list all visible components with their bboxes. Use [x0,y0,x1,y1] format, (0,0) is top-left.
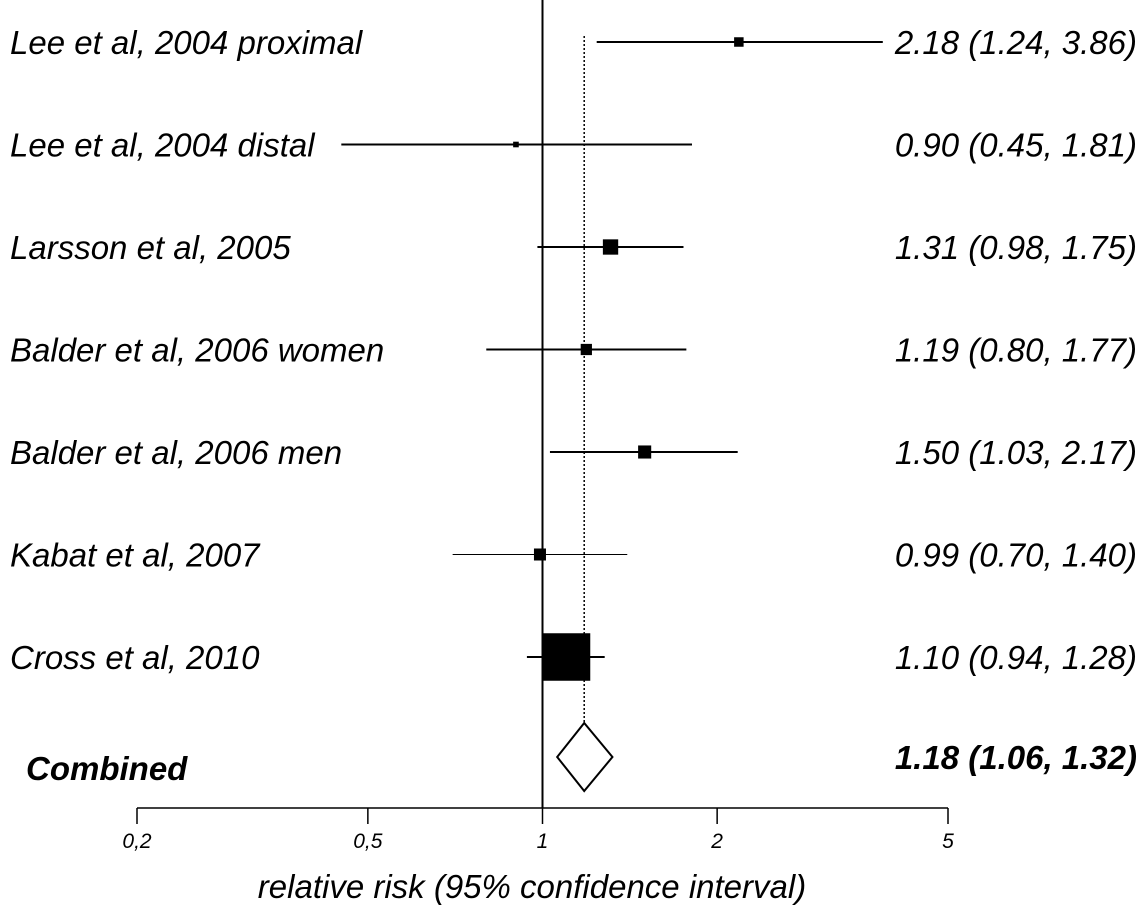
point-estimate-marker [638,445,652,459]
study-row: Cross et al, 2010 1.10 (0.94, 1.28) [10,633,1137,681]
study-row: Lee et al, 2004 proximal 2.18 (1.24, 3.86… [10,24,1137,61]
study-row: Larsson et al, 2005 1.31 (0.98, 1.75) [10,229,1137,266]
combined-label: Combined [26,750,188,787]
ci-value-label: 0.90 (0.45, 1.81) [895,127,1137,164]
reference-lines [541,0,585,808]
study-label: Lee et al, 2004 proximal [10,24,364,61]
study-row: Balder et al, 2006 women 1.19 (0.80, 1.77… [10,332,1137,369]
x-tick-label: 2 [710,830,723,853]
combined-ci-value-label: 1.18 (1.06, 1.32) [895,739,1137,776]
ci-value-label: 1.31 (0.98, 1.75) [895,229,1137,266]
ci-value-label: 1.10 (0.94, 1.28) [895,639,1137,676]
study-label: Kabat et al, 2007 [10,537,261,574]
ci-value-label: 1.50 (1.03, 2.17) [895,434,1137,471]
study-label: Cross et al, 2010 [10,639,260,676]
point-estimate-marker [580,343,592,356]
point-estimate-marker [734,37,744,47]
study-label: Balder et al, 2006 women [10,332,384,369]
study-rows: Lee et al, 2004 proximal 2.18 (1.24, 3.86… [10,24,1137,681]
x-axis: 0,2 0,5 1 2 5 relative risk (95% confidence i… [122,807,954,905]
x-axis-title: relative risk (95% confidence interval) [258,868,806,905]
study-row: Lee et al, 2004 distal 0.90 (0.45, 1.81) [10,127,1137,164]
x-tick-label: 5 [942,830,954,853]
point-estimate-marker [533,548,546,561]
study-row: Kabat et al, 2007 0.99 (0.70, 1.40) [10,537,1137,574]
combined-row: Combined 1.18 (1.06, 1.32) [26,721,1137,793]
combined-diamond [555,721,614,793]
study-label: Balder et al, 2006 men [10,434,342,471]
x-tick-label: 0,2 [122,830,152,853]
ci-value-label: 0.99 (0.70, 1.40) [895,537,1137,574]
point-estimate-marker [542,633,591,681]
ci-value-label: 2.18 (1.24, 3.86) [894,24,1137,61]
point-estimate-marker [602,239,619,255]
x-tick-label: 1 [537,830,549,853]
study-row: Balder et al, 2006 men 1.50 (1.03, 2.17) [10,434,1137,471]
ci-value-label: 1.19 (0.80, 1.77) [895,332,1137,369]
study-label: Larsson et al, 2005 [10,229,291,266]
study-label: Lee et al, 2004 distal [10,127,316,164]
x-tick-label: 0,5 [353,830,383,853]
point-estimate-marker [513,141,519,148]
